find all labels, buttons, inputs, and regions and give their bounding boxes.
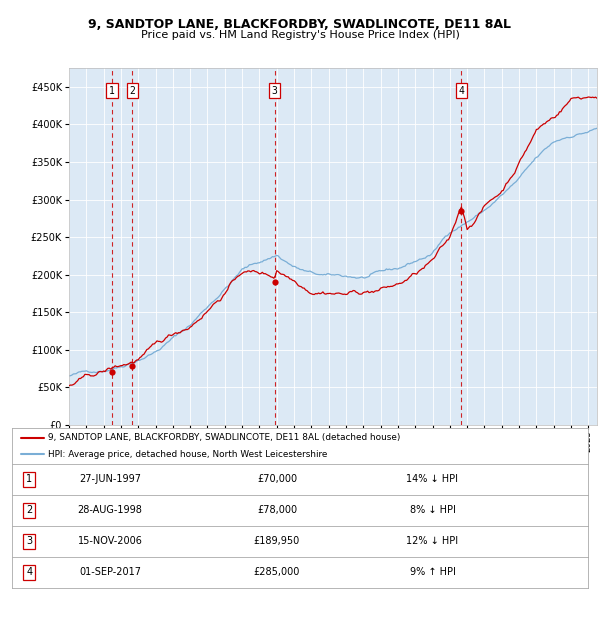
Text: 12% ↓ HPI: 12% ↓ HPI [406, 536, 458, 546]
Text: Price paid vs. HM Land Registry's House Price Index (HPI): Price paid vs. HM Land Registry's House … [140, 30, 460, 40]
Text: 2: 2 [130, 86, 135, 95]
Text: 9% ↑ HPI: 9% ↑ HPI [410, 567, 455, 577]
Text: HPI: Average price, detached house, North West Leicestershire: HPI: Average price, detached house, Nort… [48, 450, 327, 459]
Text: 01-SEP-2017: 01-SEP-2017 [79, 567, 141, 577]
Text: 2: 2 [26, 505, 32, 515]
Text: 9, SANDTOP LANE, BLACKFORDBY, SWADLINCOTE, DE11 8AL (detached house): 9, SANDTOP LANE, BLACKFORDBY, SWADLINCOT… [48, 433, 400, 442]
Text: 1: 1 [26, 474, 32, 484]
Text: 9, SANDTOP LANE, BLACKFORDBY, SWADLINCOTE, DE11 8AL: 9, SANDTOP LANE, BLACKFORDBY, SWADLINCOT… [89, 19, 511, 31]
Text: £285,000: £285,000 [254, 567, 300, 577]
Text: 27-JUN-1997: 27-JUN-1997 [79, 474, 141, 484]
Text: 14% ↓ HPI: 14% ↓ HPI [406, 474, 458, 484]
Text: 3: 3 [272, 86, 278, 95]
Text: 3: 3 [26, 536, 32, 546]
Text: £189,950: £189,950 [254, 536, 300, 546]
Text: 8% ↓ HPI: 8% ↓ HPI [410, 505, 455, 515]
Text: £78,000: £78,000 [257, 505, 297, 515]
Text: 28-AUG-1998: 28-AUG-1998 [77, 505, 142, 515]
Text: 4: 4 [458, 86, 464, 95]
Text: 15-NOV-2006: 15-NOV-2006 [77, 536, 142, 546]
Text: £70,000: £70,000 [257, 474, 297, 484]
Text: 4: 4 [26, 567, 32, 577]
Text: 1: 1 [109, 86, 115, 95]
